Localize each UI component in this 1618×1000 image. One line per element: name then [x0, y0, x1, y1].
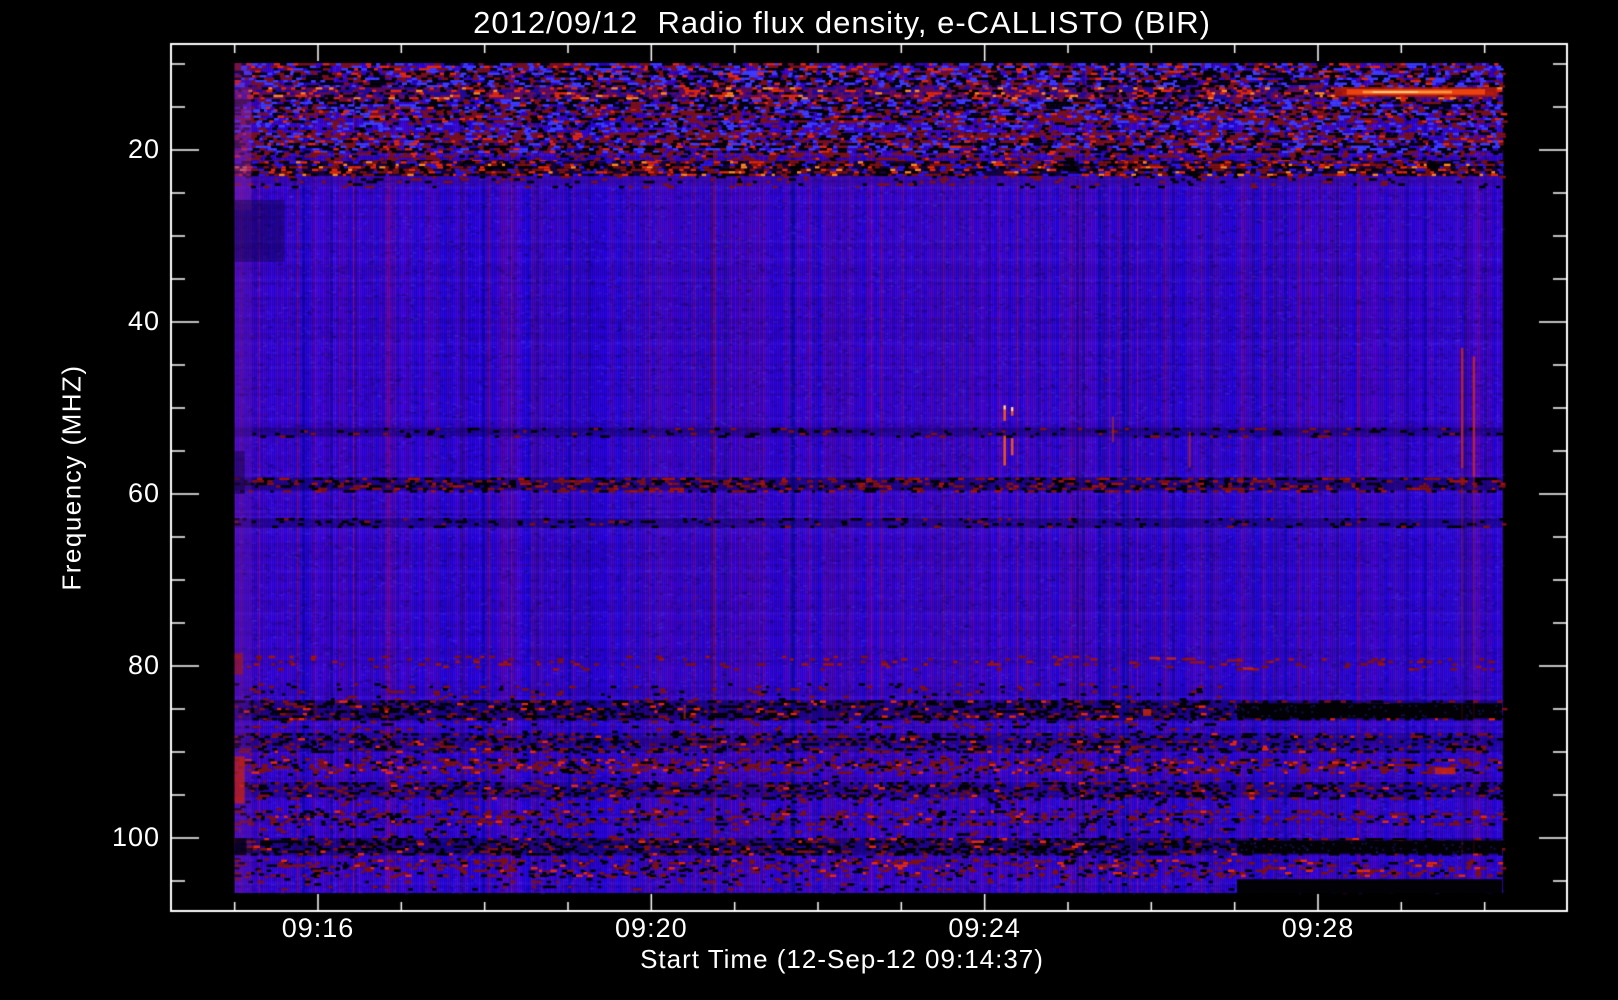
chart-title: 2012/09/12 Radio flux density, e-CALLIST… — [473, 5, 1211, 40]
y-tick-label: 100 — [111, 822, 160, 852]
x-tick-label: 09:20 — [615, 913, 688, 943]
y-tick-label: 40 — [127, 306, 160, 336]
x-tick-label: 09:16 — [281, 913, 355, 943]
x-axis-label: Start Time (12-Sep-12 09:14:37) — [640, 944, 1044, 974]
y-tick-label: 80 — [127, 650, 160, 680]
y-tick-label: 20 — [127, 134, 160, 164]
x-tick-label: 09:24 — [948, 913, 1021, 943]
x-tick-label: 09:28 — [1281, 913, 1355, 943]
y-tick-label: 60 — [127, 478, 160, 508]
